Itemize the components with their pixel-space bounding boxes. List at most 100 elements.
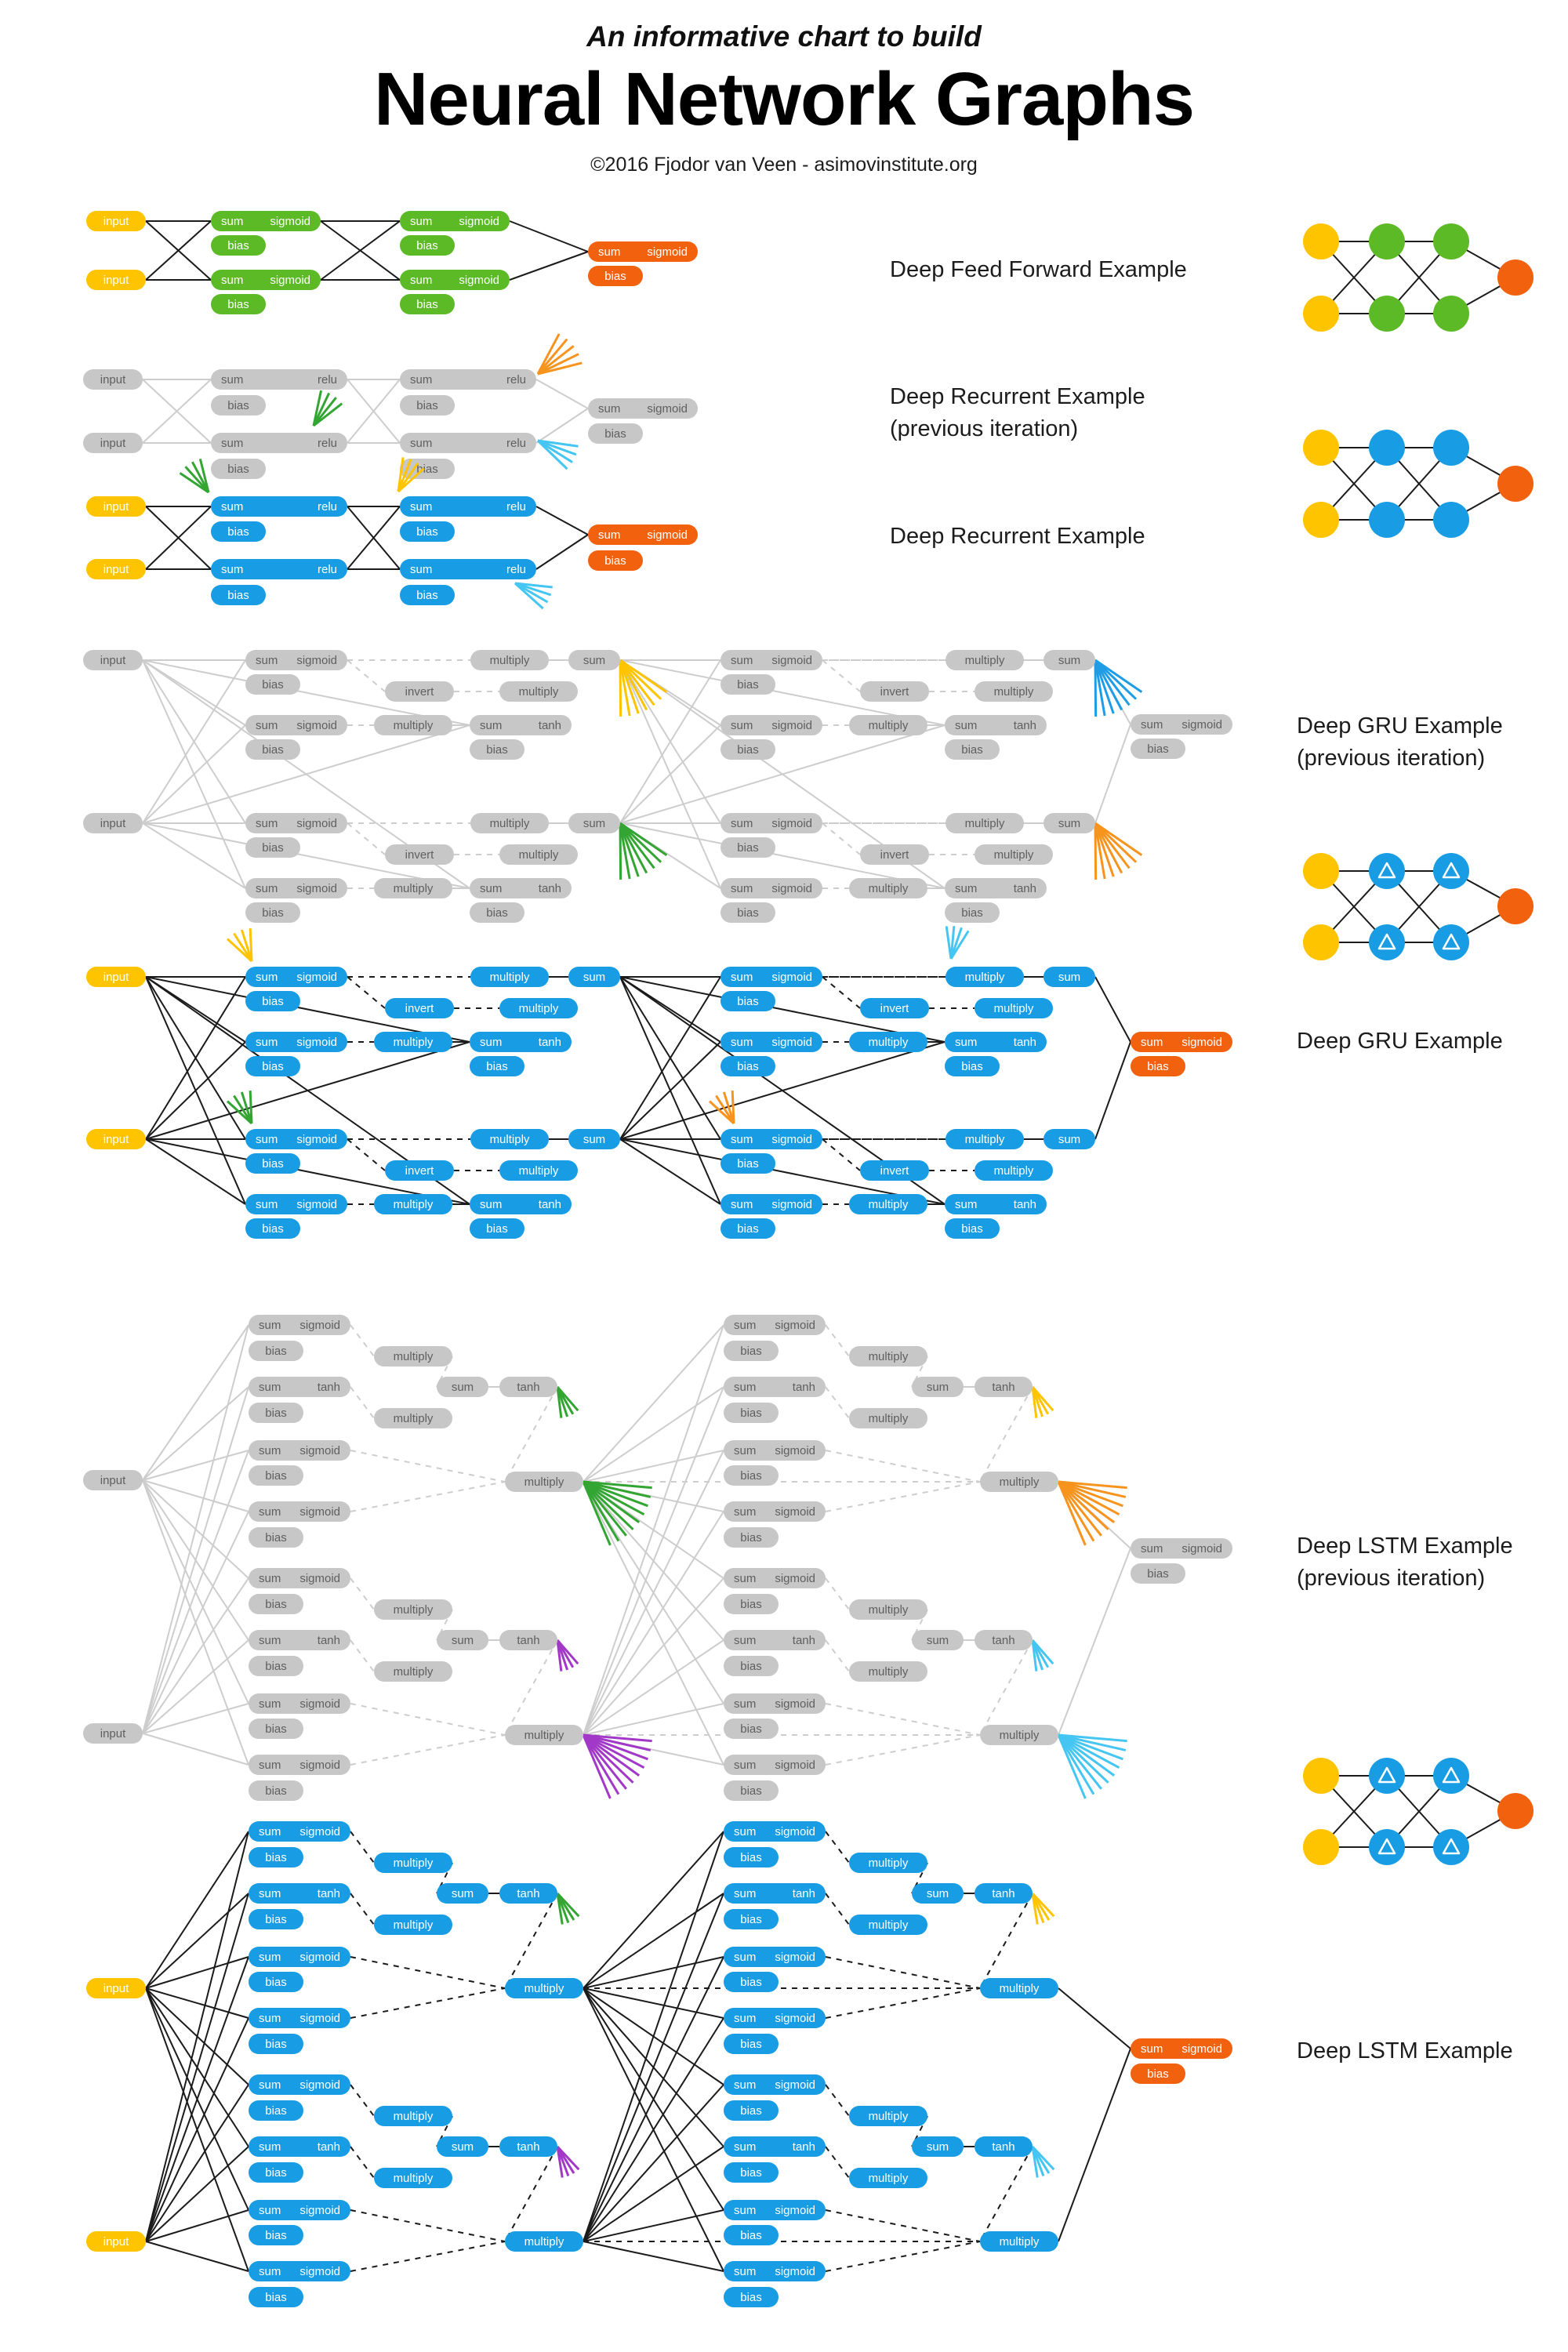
pill-bias: bias (588, 423, 643, 444)
pill-bg (83, 1470, 143, 1490)
pill-sum-tanh: sum tanh (249, 1630, 350, 1650)
fan-line (514, 582, 544, 610)
pill-bg (724, 2261, 826, 2281)
pill-tanh: tanh (499, 1630, 557, 1650)
pill-bias: bias (724, 1780, 779, 1801)
diagram-deep-lstm: input input sum sigmoid bias sum sigmoid bias mu… (86, 1821, 1232, 2307)
pill-bg (245, 1194, 347, 1214)
node-circle-yellow (1303, 223, 1339, 260)
pill-bg (249, 1315, 350, 1335)
pill-label: sum (731, 882, 753, 895)
fan-line (619, 659, 648, 711)
pill-label: sigmoid (296, 882, 337, 895)
pill-bg (249, 1377, 350, 1397)
pill-bg (724, 1821, 826, 1842)
fan-line (397, 467, 425, 493)
edge (822, 659, 861, 692)
pill-bg (400, 211, 510, 231)
pill-bg (720, 991, 775, 1011)
pill-multiply: multiply (980, 1472, 1058, 1492)
pill-bg (400, 433, 536, 453)
pill-bg (499, 1160, 578, 1181)
pill-bg (211, 521, 266, 542)
edge (535, 379, 589, 409)
pill-label: sum (221, 563, 243, 576)
pill-bias: bias (249, 1403, 303, 1423)
pill-sum-relu: sum relu (211, 369, 347, 390)
node-circle-orange (1497, 1793, 1534, 1829)
fan-line (619, 822, 662, 863)
pill-bias: bias (245, 1153, 300, 1174)
pill-label: bias (227, 589, 249, 602)
section-label-gru-previous: Deep GRU Example (previous iteration) (1297, 710, 1503, 775)
pill-bias: bias (249, 1972, 303, 1992)
pill-bg (720, 674, 775, 695)
pill-label: tanh (992, 1381, 1014, 1394)
pill-multiply: multiply (499, 681, 578, 702)
pill-bg (374, 2106, 452, 2126)
memory-cell-triangle-icon (1442, 933, 1461, 950)
pill-label: sigmoid (296, 1198, 337, 1211)
pill-label: sum (256, 817, 278, 830)
pill-input: input (86, 1129, 146, 1149)
pill-label: multiply (869, 1603, 909, 1617)
pill-label: sigmoid (771, 654, 812, 667)
edge (1058, 1987, 1131, 2049)
pill-label: input (100, 654, 126, 667)
pill-label: sum (410, 500, 432, 514)
pill-bg (249, 1693, 350, 1714)
memory-cell-triangle-icon (1377, 1838, 1396, 1855)
pill-bg (946, 967, 1024, 987)
fan-line (227, 938, 253, 963)
edge (145, 976, 246, 1140)
pill-label: sum (259, 1505, 281, 1519)
fan-line (582, 1734, 620, 1795)
pill-label: sum (259, 2204, 281, 2217)
pill-bias: bias (249, 2225, 303, 2245)
edge (320, 220, 401, 281)
fan-line (619, 659, 640, 714)
pill-multiply: multiply (975, 1160, 1053, 1181)
pill-bg (245, 878, 347, 898)
pill-bg (1044, 813, 1095, 833)
pill-label: sigmoid (296, 1036, 337, 1049)
pill-label: sigmoid (771, 719, 812, 732)
edge (1094, 1041, 1131, 1140)
pill-label: sum (598, 402, 620, 416)
pill-bias: bias (1131, 1563, 1185, 1584)
edge (822, 1138, 861, 1171)
pill-bg (724, 1377, 826, 1397)
pill-bg (1131, 714, 1232, 735)
pill-label: sum (731, 971, 753, 984)
edge (145, 1138, 470, 1205)
edge (583, 1956, 724, 2242)
pill-bg (86, 270, 146, 290)
pill-bias: bias (724, 1909, 779, 1929)
pill-sum-tanh: sum tanh (724, 2136, 826, 2157)
pill-bias: bias (249, 1780, 303, 1801)
pill-bias: bias (724, 2162, 779, 2183)
pill-sum: sum (912, 1883, 964, 1904)
pill-bg (849, 1853, 927, 1873)
node-circle-yellow (1303, 502, 1339, 538)
pill-label: multiply (869, 1036, 909, 1049)
pill-sum: sum (437, 1377, 488, 1397)
pill-bias: bias (945, 739, 1000, 760)
pill-label: sigmoid (299, 2078, 340, 2092)
edge (825, 1831, 850, 1864)
deep-feed-forward-edges (145, 220, 589, 281)
pill-label: bias (265, 1406, 287, 1420)
pill-input: input (83, 650, 143, 670)
pill-label: bias (486, 1222, 508, 1236)
fan-line (537, 439, 573, 463)
pill-label: relu (318, 563, 337, 576)
pill-label: bias (262, 743, 284, 757)
pill-invert: invert (860, 998, 929, 1018)
pill-bias: bias (720, 739, 775, 760)
pill-sum-sigmoid: sum sigmoid (724, 2261, 826, 2281)
edge (142, 1577, 249, 1734)
pill-bg (505, 1472, 583, 1492)
pill-label: tanh (539, 1036, 561, 1049)
pill-bg (83, 433, 143, 453)
pill-bg (720, 1153, 775, 1174)
